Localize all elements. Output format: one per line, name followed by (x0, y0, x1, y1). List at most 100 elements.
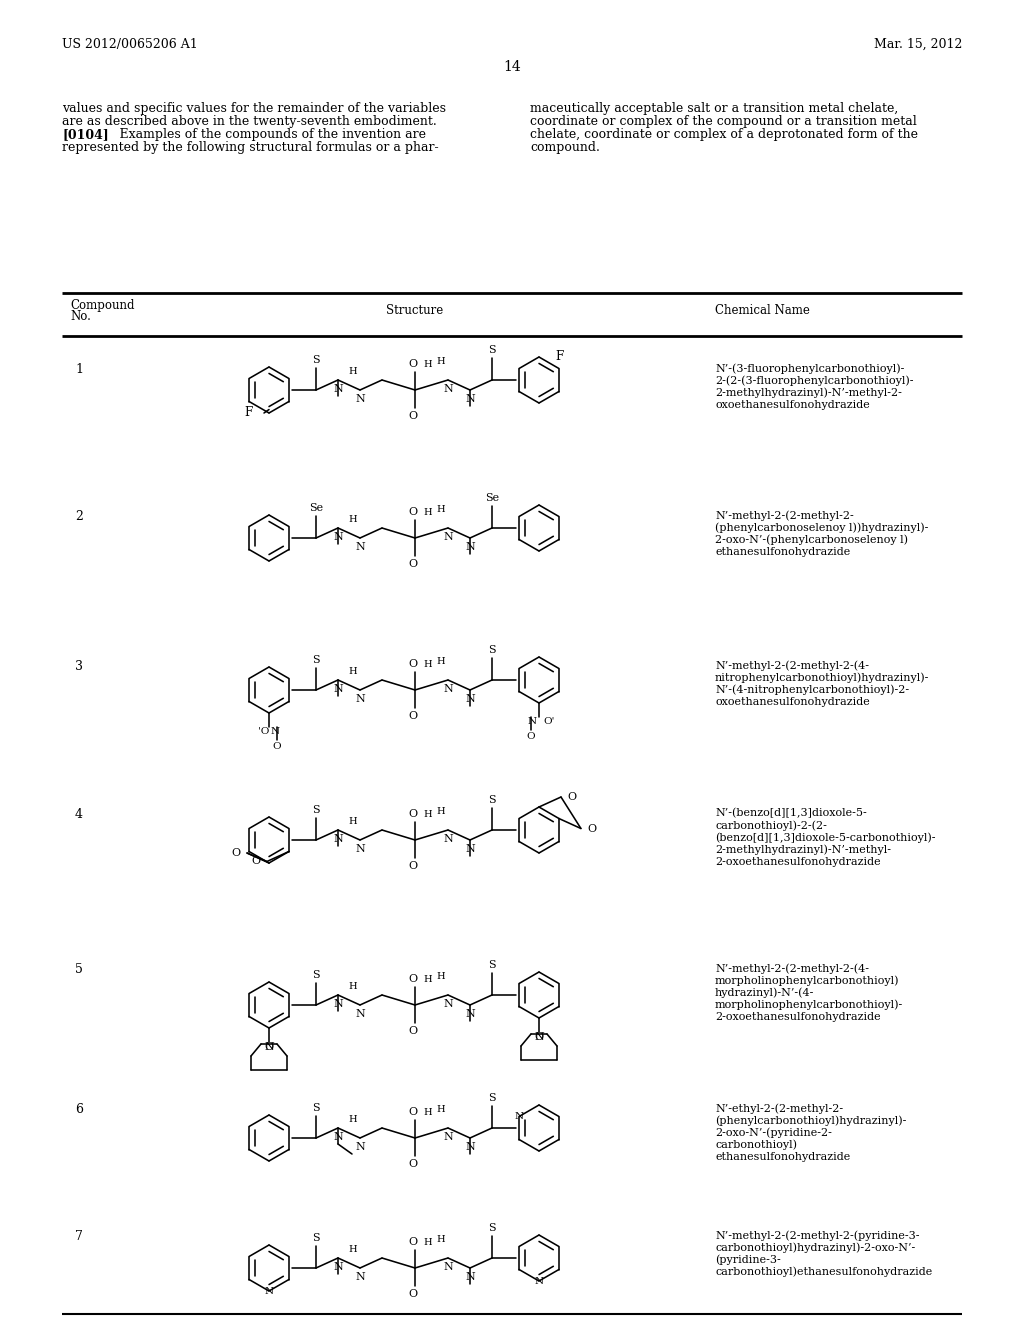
Text: H: H (423, 810, 432, 818)
Text: S: S (312, 355, 319, 366)
Text: S: S (312, 970, 319, 979)
Text: N: N (271, 727, 281, 737)
Text: 1: 1 (75, 363, 83, 376)
Text: S: S (488, 1093, 496, 1104)
Text: O: O (567, 792, 577, 803)
Text: N: N (465, 543, 475, 552)
Text: N: N (465, 1272, 475, 1282)
Text: 3: 3 (75, 660, 83, 673)
Text: 4: 4 (75, 808, 83, 821)
Text: N: N (465, 393, 475, 404)
Text: Mar. 15, 2012: Mar. 15, 2012 (873, 38, 962, 51)
Text: N: N (333, 384, 343, 393)
Text: O: O (409, 558, 418, 569)
Text: F: F (555, 351, 563, 363)
Text: H: H (348, 817, 357, 826)
Text: N: N (465, 843, 475, 854)
Text: N: N (443, 384, 453, 393)
Text: Compound: Compound (70, 300, 134, 312)
Text: N’-methyl-2-(2-methyl-2-
(phenylcarbonoselenoy l))hydrazinyl)-
2-oxo-N’-(phenylc: N’-methyl-2-(2-methyl-2- (phenylcarbonos… (715, 510, 929, 557)
Text: Chemical Name: Chemical Name (715, 304, 810, 317)
Text: 6: 6 (75, 1104, 83, 1115)
Text: N: N (528, 717, 537, 726)
Text: S: S (312, 1104, 319, 1113)
Text: compound.: compound. (530, 141, 600, 154)
Text: O: O (409, 1107, 418, 1117)
Text: S: S (488, 960, 496, 970)
Text: N: N (443, 1133, 453, 1142)
Text: O: O (535, 1032, 544, 1041)
Text: H: H (423, 975, 432, 983)
Text: N: N (355, 543, 365, 552)
Text: N: N (465, 694, 475, 704)
Text: H: H (348, 667, 357, 676)
Text: maceutically acceptable salt or a transition metal chelate,: maceutically acceptable salt or a transi… (530, 102, 898, 115)
Text: N: N (264, 1287, 273, 1295)
Text: O: O (252, 857, 261, 866)
Text: 'O: 'O (258, 727, 269, 737)
Text: N: N (443, 684, 453, 694)
Text: O: O (526, 733, 536, 741)
Text: O: O (409, 861, 418, 871)
Text: represented by the following structural formulas or a phar-: represented by the following structural … (62, 141, 438, 154)
Text: S: S (488, 795, 496, 805)
Text: values and specific values for the remainder of the variables: values and specific values for the remai… (62, 102, 446, 115)
Text: H: H (348, 367, 357, 376)
Text: N: N (465, 1142, 475, 1152)
Text: are as described above in the twenty-seventh embodiment.: are as described above in the twenty-sev… (62, 115, 437, 128)
Text: O': O' (543, 717, 554, 726)
Text: H: H (436, 972, 445, 981)
Text: H: H (423, 508, 432, 517)
Text: N: N (333, 684, 343, 694)
Text: S: S (312, 805, 319, 814)
Text: O: O (409, 711, 418, 721)
Text: Examples of the compounds of the invention are: Examples of the compounds of the inventi… (106, 128, 426, 141)
Text: O: O (409, 507, 418, 517)
Text: H: H (423, 660, 432, 669)
Text: S: S (488, 645, 496, 655)
Text: N’-methyl-2-(2-methyl-2-(pyridine-3-
carbonothioyl)hydrazinyl)-2-oxo-N’-
(pyridi: N’-methyl-2-(2-methyl-2-(pyridine-3- car… (715, 1230, 932, 1278)
Text: S: S (488, 345, 496, 355)
Text: Se: Se (485, 492, 499, 503)
Text: 5: 5 (75, 964, 83, 975)
Text: H: H (436, 1236, 445, 1243)
Text: O: O (409, 1290, 418, 1299)
Text: N: N (355, 1272, 365, 1282)
Text: No.: No. (70, 310, 91, 323)
Text: N: N (264, 1041, 273, 1052)
Text: N: N (355, 843, 365, 854)
Text: N: N (443, 532, 453, 543)
Text: coordinate or complex of the compound or a transition metal: coordinate or complex of the compound or… (530, 115, 916, 128)
Text: F: F (245, 407, 253, 420)
Text: N: N (333, 999, 343, 1008)
Text: O: O (409, 411, 418, 421)
Text: O: O (409, 1026, 418, 1036)
Text: S: S (488, 1224, 496, 1233)
Text: H: H (423, 360, 432, 370)
Text: N: N (355, 393, 365, 404)
Text: N: N (333, 834, 343, 843)
Text: O: O (409, 809, 418, 818)
Text: H: H (348, 982, 357, 991)
Text: N: N (535, 1032, 544, 1041)
Text: S: S (312, 655, 319, 665)
Text: O: O (409, 659, 418, 669)
Text: N: N (443, 834, 453, 843)
Text: O: O (409, 1159, 418, 1170)
Text: N’-ethyl-2-(2-methyl-2-
(phenylcarbonothioyl)hydrazinyl)-
2-oxo-N’-(pyridine-2-
: N’-ethyl-2-(2-methyl-2- (phenylcarbonoth… (715, 1104, 906, 1162)
Text: N: N (355, 1008, 365, 1019)
Text: H: H (436, 807, 445, 816)
Text: H: H (436, 356, 445, 366)
Text: US 2012/0065206 A1: US 2012/0065206 A1 (62, 38, 198, 51)
Text: N’-methyl-2-(2-methyl-2-(4-
morpholinophenylcarbonothioyl)
hydrazinyl)-N’-(4-
mo: N’-methyl-2-(2-methyl-2-(4- morpholinoph… (715, 964, 903, 1022)
Text: O: O (409, 1237, 418, 1247)
Text: N: N (465, 1008, 475, 1019)
Text: N’-(benzo[d][1,3]dioxole-5-
carbonothioyl)-2-(2-
(benzo[d][1,3]dioxole-5-carbono: N’-(benzo[d][1,3]dioxole-5- carbonothioy… (715, 808, 936, 867)
Text: O: O (409, 974, 418, 983)
Text: O: O (264, 1041, 273, 1052)
Text: H: H (348, 1115, 357, 1125)
Text: N: N (514, 1111, 523, 1121)
Text: O: O (231, 847, 241, 858)
Text: S: S (312, 1233, 319, 1243)
Text: N: N (333, 1262, 343, 1272)
